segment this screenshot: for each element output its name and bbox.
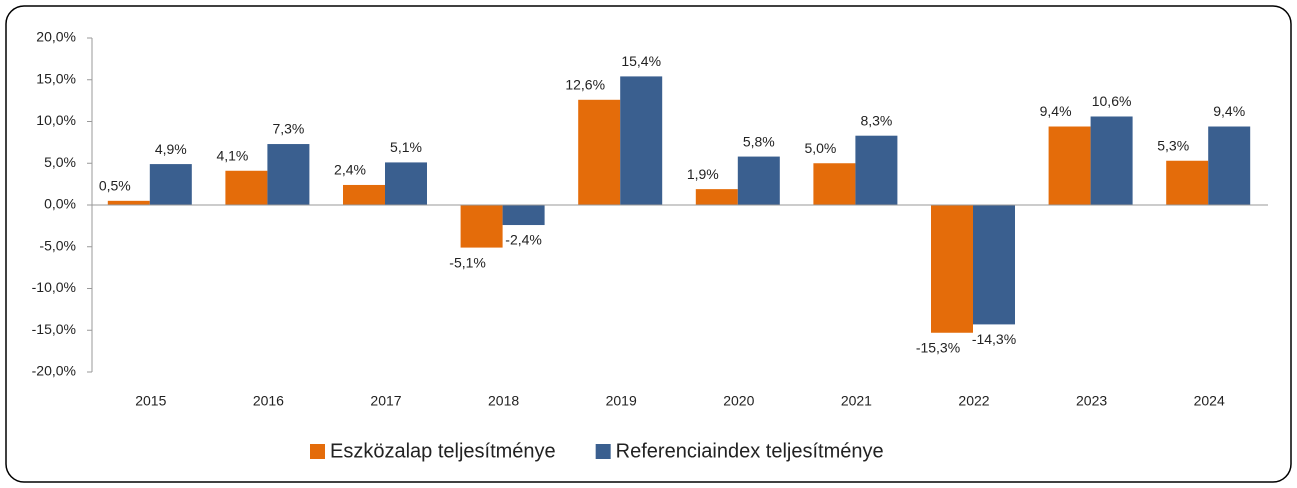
bar <box>695 189 738 205</box>
data-label: 8,3% <box>860 112 892 128</box>
bar <box>973 205 1015 325</box>
x-tick-label: 2020 <box>723 393 754 409</box>
legend-label: Eszközalap teljesítménye <box>330 440 556 462</box>
bar <box>813 163 856 205</box>
data-label: -5,1% <box>449 254 486 270</box>
data-label: 12,6% <box>565 76 605 92</box>
y-tick-label: -15,0% <box>32 321 76 337</box>
y-tick-label: 10,0% <box>36 112 76 128</box>
bar <box>1208 126 1251 205</box>
data-label: 10,6% <box>1092 93 1132 109</box>
bar <box>460 205 503 248</box>
bar <box>1048 126 1091 205</box>
x-tick-label: 2015 <box>135 393 166 409</box>
bar <box>620 76 663 205</box>
y-tick-label: 5,0% <box>44 154 76 170</box>
bar <box>578 99 621 205</box>
bar <box>107 200 150 205</box>
legend-label: Referenciaindex teljesítménye <box>616 440 884 462</box>
x-tick-label: 2021 <box>841 393 872 409</box>
y-tick-label: -20,0% <box>32 363 76 379</box>
x-tick-label: 2019 <box>606 393 637 409</box>
y-tick-label: 0,0% <box>44 196 76 212</box>
y-tick-label: 15,0% <box>36 70 76 86</box>
y-tick-label: 20,0% <box>36 29 76 45</box>
legend-swatch <box>595 444 611 459</box>
data-label: 15,4% <box>621 53 661 69</box>
x-tick-label: 2017 <box>370 393 401 409</box>
bar <box>385 162 427 205</box>
data-label: 4,1% <box>216 147 248 163</box>
y-tick-label: -10,0% <box>32 279 76 295</box>
data-label: 0,5% <box>99 178 131 194</box>
bar <box>225 170 268 205</box>
data-label: 5,1% <box>390 139 422 155</box>
data-label: 2,4% <box>334 162 366 178</box>
data-label: -2,4% <box>505 232 542 248</box>
data-label: 4,9% <box>155 141 187 157</box>
data-label: 5,3% <box>1157 137 1189 153</box>
bar <box>149 164 192 205</box>
y-tick-label: -5,0% <box>39 237 76 253</box>
chart-frame <box>5 5 1292 483</box>
bar <box>267 144 310 205</box>
data-label: 9,4% <box>1040 103 1072 119</box>
bar <box>931 205 973 333</box>
bar <box>502 205 545 226</box>
data-label: -14,3% <box>972 331 1016 347</box>
data-label: -15,3% <box>916 339 960 355</box>
legend-swatch <box>310 444 325 459</box>
x-tick-label: 2022 <box>958 393 989 409</box>
data-label: 5,0% <box>804 140 836 156</box>
x-tick-label: 2018 <box>488 393 519 409</box>
bar <box>855 135 898 205</box>
x-tick-label: 2023 <box>1076 393 1107 409</box>
bar <box>343 184 385 205</box>
data-label: 7,3% <box>272 121 304 137</box>
x-tick-label: 2016 <box>253 393 284 409</box>
bar <box>737 156 780 205</box>
data-label: 1,9% <box>687 166 719 182</box>
data-label: 9,4% <box>1213 103 1245 119</box>
x-tick-label: 2024 <box>1194 393 1225 409</box>
data-label: 5,8% <box>743 133 775 149</box>
bar <box>1166 160 1209 205</box>
bar <box>1090 116 1133 205</box>
